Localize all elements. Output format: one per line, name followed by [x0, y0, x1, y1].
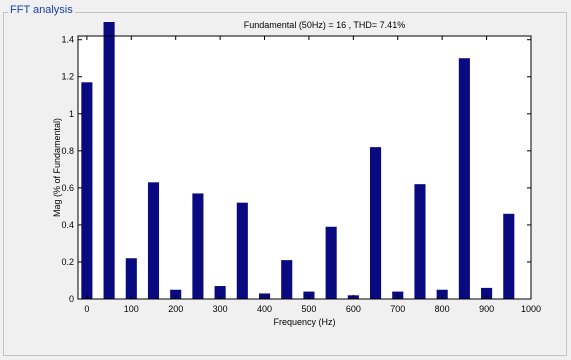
bar-850hz	[458, 58, 470, 300]
y-tick-label: 0.4	[61, 220, 74, 230]
y-tick-label: 0.6	[61, 183, 74, 193]
bar-300hz	[214, 286, 226, 299]
ticks-group: 0 100 200 300 400 500 600 700 800 900 1000 0 0.2 0.4 0…	[61, 35, 541, 314]
chart-title: Fundamental (50Hz) = 16 , THD= 7.41%	[244, 20, 405, 30]
bar-800hz	[436, 289, 448, 299]
bar-350hz	[236, 202, 248, 299]
y-tick-label: 0	[69, 294, 74, 304]
bar-750hz	[414, 184, 426, 299]
plot-frame	[77, 35, 532, 300]
y-axis-label: Mag (% of Fundamental)	[52, 118, 62, 217]
bar-950hz	[503, 213, 515, 299]
bar-550hz	[325, 226, 337, 299]
bar-650hz	[370, 147, 382, 299]
y-tick-label: 1	[69, 109, 74, 119]
bar-900hz	[481, 287, 493, 299]
bar-450hz	[281, 260, 293, 299]
bar-100hz	[125, 258, 137, 299]
y-tick-label: 1.4	[61, 35, 74, 45]
x-tick-label: 800	[435, 304, 450, 314]
bar-0hz	[81, 82, 93, 299]
x-tick-label: 300	[213, 304, 228, 314]
x-tick-label: 1000	[521, 304, 541, 314]
x-axis-label: Frequency (Hz)	[273, 317, 335, 327]
bar-150hz	[147, 182, 160, 299]
y-tick-label: 1.2	[61, 72, 74, 82]
x-tick-label: 0	[84, 304, 89, 314]
x-tick-label: 900	[479, 304, 494, 314]
y-tick-label: 0.8	[61, 146, 74, 156]
x-tick-label: 200	[168, 304, 183, 314]
x-tick-label: 100	[124, 304, 139, 314]
panel-title: FFT analysis	[8, 4, 75, 16]
y-tick-label: 0.2	[61, 257, 74, 267]
x-tick-label: 500	[301, 304, 316, 314]
bar-50hz	[103, 22, 115, 299]
x-tick-label: 400	[257, 304, 272, 314]
x-tick-label: 700	[390, 304, 405, 314]
bar-250hz	[192, 193, 204, 299]
x-tick-label: 600	[346, 304, 361, 314]
bar-200hz	[170, 289, 182, 299]
